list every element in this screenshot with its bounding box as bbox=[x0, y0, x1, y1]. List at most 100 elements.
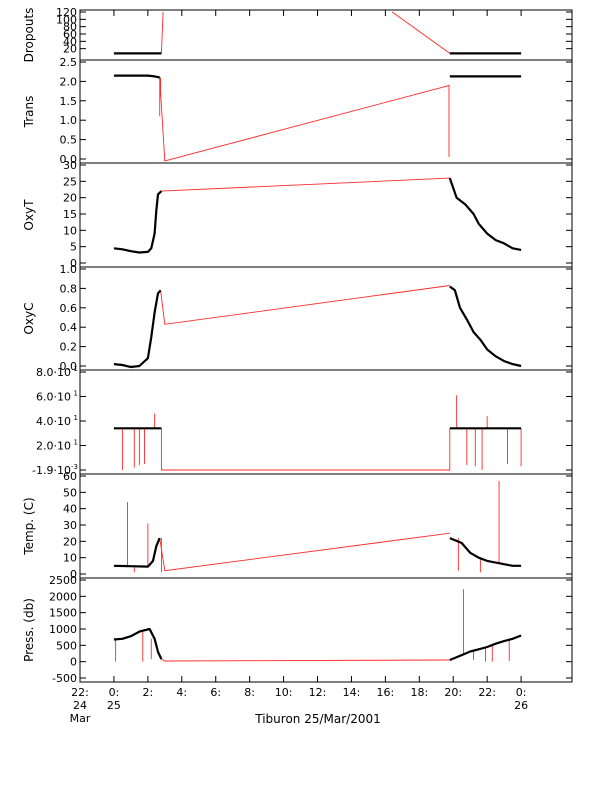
y-tick-label: 60 bbox=[63, 470, 77, 483]
y-tick-label: 2.0 bbox=[60, 75, 78, 88]
panel-frame bbox=[79, 162, 573, 268]
y-tick-label: 0 bbox=[70, 257, 77, 270]
x-tick-label: 0: bbox=[109, 686, 120, 699]
y-tick-exponent: 1 bbox=[74, 389, 78, 397]
x-tick-label: 20: bbox=[444, 686, 462, 699]
series-line bbox=[113, 289, 162, 369]
panel-data bbox=[113, 480, 522, 573]
y-tick-label: 2000 bbox=[49, 590, 77, 603]
y-axis-label: OxyT bbox=[22, 199, 36, 231]
x-tick-label: 2: bbox=[143, 686, 154, 699]
panel-4: -1.9·10 -32.0·10 14.0·10 16.0·10 18.0·10 1 bbox=[32, 365, 573, 477]
y-tick-label: 0.8 bbox=[60, 282, 78, 295]
series-gap-line bbox=[391, 11, 451, 54]
panel-6: -500 0 500 1000 1500 2000 2500 Press. (db) bbox=[22, 574, 573, 685]
y-tick-label: 60 bbox=[63, 28, 77, 41]
x-tick-label: 8: bbox=[244, 686, 255, 699]
y-tick-label: 1.0 bbox=[60, 263, 78, 276]
series-gap-line bbox=[160, 285, 450, 325]
x-tick-label: 26 bbox=[514, 699, 528, 712]
y-tick-exponent: 1 bbox=[74, 438, 78, 446]
y-tick-exponent: -3 bbox=[71, 463, 78, 471]
series-line bbox=[113, 74, 160, 79]
panel-3: 0.0 0.2 0.4 0.6 0.8 1.0 OxyC bbox=[22, 263, 573, 373]
chart-panels: 20406080100120Dropouts0.00.51.01.52.02.5… bbox=[22, 6, 573, 685]
y-tick-label: -1.9·10 bbox=[32, 464, 71, 477]
x-tick-label: 18: bbox=[410, 686, 428, 699]
series-line bbox=[449, 285, 522, 368]
y-tick-label: 0 bbox=[70, 656, 77, 669]
y-tick-label: 120 bbox=[56, 6, 77, 19]
x-tick-label: Mar bbox=[70, 712, 91, 725]
y-tick-label: 1500 bbox=[49, 607, 77, 620]
panel-data bbox=[113, 11, 522, 55]
panel-data bbox=[113, 395, 522, 471]
x-axis-label: Tiburon 25/Mar/2001 bbox=[254, 712, 380, 726]
series-line bbox=[449, 634, 522, 662]
y-tick-label: 0.4 bbox=[60, 321, 78, 334]
x-tick-label: 4: bbox=[176, 686, 187, 699]
y-tick-label: 20 bbox=[63, 192, 77, 205]
series-line bbox=[448, 177, 522, 251]
y-tick-exponent: 1 bbox=[74, 365, 78, 373]
panel-data bbox=[113, 177, 522, 254]
x-tick-label: 6: bbox=[210, 686, 221, 699]
panel-data bbox=[113, 74, 522, 162]
y-tick-label: 10 bbox=[63, 552, 77, 565]
panel-frame bbox=[79, 577, 573, 683]
y-tick-label: 0.5 bbox=[60, 134, 78, 147]
y-tick-label: 8.0·10 bbox=[36, 366, 71, 379]
series-line bbox=[113, 627, 163, 660]
y-tick-label: -500 bbox=[52, 672, 77, 685]
x-tick-label: 10: bbox=[275, 686, 293, 699]
y-tick-label: 0.0 bbox=[60, 360, 78, 373]
panel-1: 0.0 0.5 1.0 1.5 2.0 2.5 Trans bbox=[22, 56, 573, 166]
y-tick-label: 25 bbox=[63, 175, 77, 188]
y-axis-label: Press. (db) bbox=[22, 598, 36, 662]
y-tick-label: 15 bbox=[63, 208, 77, 221]
y-tick-label: 6.0·10 bbox=[36, 390, 71, 403]
y-tick-label: 2.5 bbox=[60, 56, 78, 69]
panel-5: 0 10 20 30 40 50 60 Temp. (C) bbox=[22, 470, 573, 581]
y-tick-label: 0.6 bbox=[60, 302, 78, 315]
x-tick-label: 0: bbox=[516, 686, 527, 699]
series-gap-line bbox=[161, 658, 450, 662]
y-tick-label: 80 bbox=[63, 21, 77, 34]
y-tick-label: 2500 bbox=[49, 574, 77, 587]
y-tick-label: 2.0·10 bbox=[36, 439, 71, 452]
x-tick-label: 24 bbox=[73, 699, 87, 712]
y-tick-label: 0.0 bbox=[60, 153, 78, 166]
y-tick-label: 0.2 bbox=[60, 341, 78, 354]
x-tick-label: 16: bbox=[377, 686, 395, 699]
y-tick-label: 1000 bbox=[49, 623, 77, 636]
x-tick-label: 22: bbox=[478, 686, 496, 699]
series-gap-line bbox=[159, 77, 450, 162]
series-line bbox=[113, 537, 161, 568]
y-axis-label: Trans bbox=[22, 96, 36, 129]
y-tick-label: 5 bbox=[70, 241, 77, 254]
y-tick-label: 0 bbox=[70, 568, 77, 581]
y-tick-label: 1.5 bbox=[60, 95, 78, 108]
y-axis-label: Dropouts bbox=[22, 8, 36, 63]
y-tick-label: 40 bbox=[63, 503, 77, 516]
x-tick-label: 12: bbox=[309, 686, 327, 699]
panel-2: 0 5 10 15 20 25 30 OxyT bbox=[22, 159, 573, 270]
y-tick-label: 50 bbox=[63, 486, 77, 499]
x-tick-label: 25 bbox=[107, 699, 121, 712]
y-tick-label: 100 bbox=[56, 13, 77, 26]
series-line bbox=[449, 537, 522, 567]
x-tick-label: 14: bbox=[343, 686, 361, 699]
y-tick-label: 20 bbox=[63, 535, 77, 548]
y-tick-label: 4.0·10 bbox=[36, 415, 71, 428]
x-tick-label: 22: bbox=[71, 686, 89, 699]
y-tick-label: 40 bbox=[63, 35, 77, 48]
series-line bbox=[113, 190, 163, 254]
y-tick-label: 10 bbox=[63, 224, 77, 237]
y-tick-label: 500 bbox=[56, 639, 77, 652]
y-tick-label: 20 bbox=[63, 43, 77, 56]
y-tick-exponent: 1 bbox=[74, 414, 78, 422]
panel-data bbox=[113, 589, 522, 662]
